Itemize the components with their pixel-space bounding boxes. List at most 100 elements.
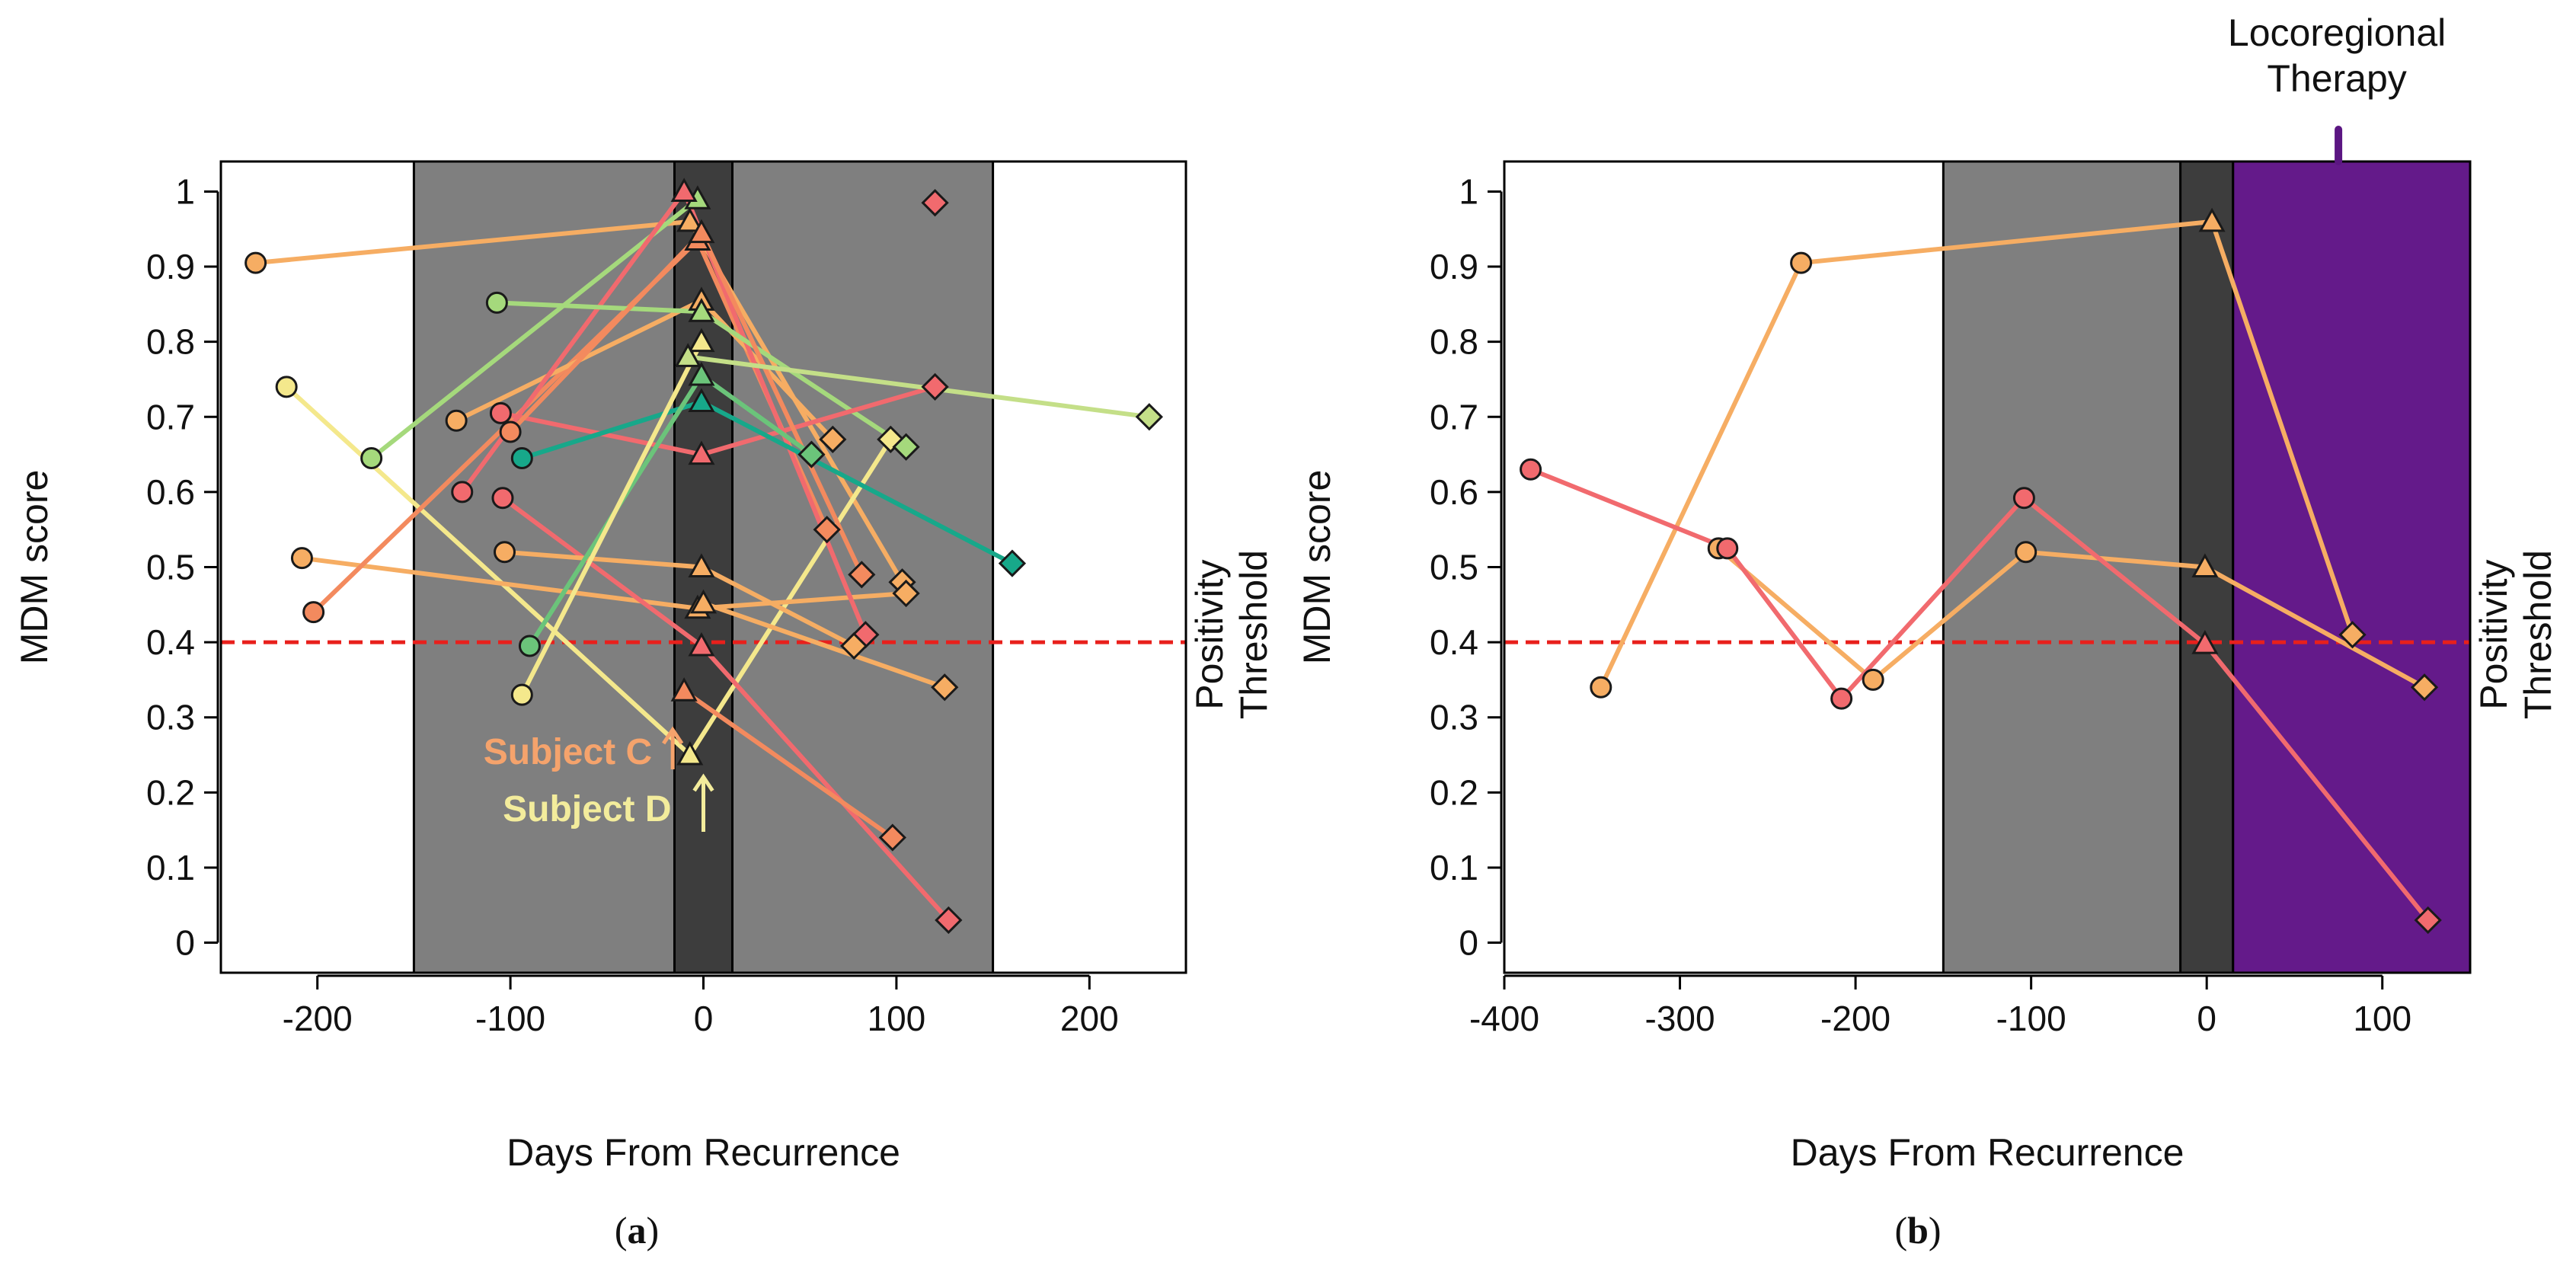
data-point-17-0 bbox=[670, 677, 698, 702]
panel-a: 0 0.1 0.2 0.3 0.4 0.5 0.6 0.7 0.8 0.9 1 -200 -100 0 10… bbox=[13, 160, 1275, 1252]
data-point-0-0 bbox=[1590, 676, 1612, 699]
y-tick-label-3: 0.3 bbox=[1430, 698, 1478, 737]
data-point-1-1 bbox=[1862, 668, 1884, 691]
data-point-4-0 bbox=[360, 447, 383, 470]
x-tick-label-2: 0 bbox=[694, 999, 714, 1038]
y-tick-label-9: 0.9 bbox=[146, 247, 195, 286]
data-point-12-2 bbox=[998, 549, 1027, 577]
data-point-2-1 bbox=[1716, 537, 1739, 560]
x-tick-label-4: 200 bbox=[1060, 999, 1119, 1038]
data-point-2-4 bbox=[2191, 629, 2219, 654]
data-point-0-3 bbox=[2338, 621, 2367, 649]
threshold-side-label: Positivity Threshold bbox=[2472, 550, 2559, 719]
data-point-10-2 bbox=[840, 631, 868, 660]
subject-arrow-head-1 bbox=[692, 773, 714, 792]
data-point-9-1 bbox=[688, 631, 715, 657]
y-tick-label-1: 0.1 bbox=[146, 848, 195, 887]
x-tick-label-2: -200 bbox=[1820, 999, 1890, 1038]
y-tick-label-7: 0.7 bbox=[146, 397, 195, 436]
y-tick-label-10: 1 bbox=[1459, 171, 1478, 211]
data-point-9-2 bbox=[935, 906, 963, 935]
data-point-7-0 bbox=[485, 291, 508, 314]
x-tick-label-4: 0 bbox=[2197, 999, 2216, 1038]
data-point-5-0 bbox=[445, 409, 468, 432]
series-line-15 bbox=[687, 354, 1150, 420]
y-tick-label-0: 0 bbox=[1459, 923, 1478, 963]
data-point-2-2 bbox=[892, 579, 920, 608]
y-axis-title: MDM score bbox=[13, 470, 56, 665]
data-point-10-1 bbox=[688, 553, 715, 577]
panel-caption: (a) bbox=[615, 1209, 659, 1252]
data-point-3-2 bbox=[813, 516, 841, 544]
series-line-18 bbox=[702, 600, 946, 690]
x-tick-label-0: -200 bbox=[283, 999, 353, 1038]
subject-arrow-head-0 bbox=[662, 726, 684, 745]
panel-caption: (b) bbox=[1894, 1209, 1941, 1252]
threshold-label-line-0: Positivity bbox=[1188, 559, 1231, 709]
data-point-8-1 bbox=[688, 440, 715, 465]
data-point-2-2 bbox=[1830, 687, 1853, 710]
series-line-4 bbox=[369, 197, 699, 460]
data-point-2-0 bbox=[290, 547, 313, 570]
data-point-13-1 bbox=[688, 361, 715, 386]
y-tick-label-1: 0.1 bbox=[1430, 848, 1478, 887]
data-point-9-0 bbox=[491, 487, 514, 510]
panel-caption-letter: a bbox=[628, 1209, 647, 1252]
data-point-1-0 bbox=[275, 376, 298, 398]
data-point-0-0 bbox=[244, 251, 267, 274]
series-line-14 bbox=[519, 340, 704, 696]
data-point-2-0 bbox=[1520, 458, 1542, 481]
data-point-1-2 bbox=[2015, 541, 2037, 564]
y-tick-label-4: 0.4 bbox=[146, 622, 195, 662]
data-point-15-1 bbox=[1135, 403, 1163, 431]
data-point-15-0 bbox=[674, 343, 702, 367]
data-point-18-0 bbox=[689, 589, 718, 614]
x-axis-title: Days From Recurrence bbox=[507, 1131, 900, 1174]
data-point-13-2 bbox=[797, 440, 826, 468]
y-tick-label-8: 0.8 bbox=[146, 322, 195, 362]
panel-b: 0 0.1 0.2 0.3 0.4 0.5 0.6 0.7 0.8 0.9 1 -400 -300 -20… bbox=[1296, 11, 2559, 1252]
data-point-13-0 bbox=[518, 635, 541, 657]
data-point-0-1 bbox=[1790, 251, 1813, 274]
therapy-label-line-1: Therapy bbox=[2267, 57, 2406, 100]
data-point-7-1 bbox=[688, 298, 715, 322]
data-point-11-1 bbox=[688, 219, 715, 244]
data-point-0-1 bbox=[676, 207, 704, 232]
subject-label-1: Subject D bbox=[503, 789, 671, 830]
y-tick-label-0: 0 bbox=[175, 923, 195, 963]
data-point-1-3 bbox=[2191, 553, 2219, 577]
data-point-5-2 bbox=[819, 425, 847, 453]
plot-frame bbox=[1503, 160, 2472, 974]
data-point-12-0 bbox=[510, 447, 533, 470]
y-tick-label-3: 0.3 bbox=[146, 698, 195, 737]
y-tick-label-5: 0.5 bbox=[146, 548, 195, 587]
data-point-2-3 bbox=[2012, 487, 2035, 510]
data-point-0-2 bbox=[2198, 207, 2226, 232]
threshold-label-line-1: Threshold bbox=[2517, 550, 2559, 719]
series-line-2 bbox=[1529, 467, 2431, 922]
y-tick-label-4: 0.4 bbox=[1430, 622, 1478, 662]
x-tick-label-5: 100 bbox=[2353, 999, 2411, 1038]
data-point-17-1 bbox=[878, 823, 906, 852]
data-point-2-5 bbox=[2414, 906, 2442, 935]
data-point-11-0 bbox=[499, 420, 522, 443]
y-tick-label-7: 0.7 bbox=[1430, 397, 1478, 436]
data-point-14-0 bbox=[510, 683, 533, 706]
x-tick-label-0: -400 bbox=[1469, 999, 1539, 1038]
data-point-16-0 bbox=[921, 189, 949, 217]
x-tick-label-1: -100 bbox=[475, 999, 545, 1038]
data-point-12-1 bbox=[688, 388, 715, 413]
x-tick-label-1: -300 bbox=[1645, 999, 1715, 1038]
x-tick-label-3: 100 bbox=[868, 999, 926, 1038]
subject-label-0: Subject C bbox=[484, 732, 652, 772]
x-axis-title: Days From Recurrence bbox=[1791, 1131, 2184, 1174]
data-point-10-0 bbox=[493, 541, 516, 564]
data-point-6-1 bbox=[670, 177, 698, 202]
series-line-17 bbox=[682, 689, 894, 839]
y-tick-label-6: 0.6 bbox=[1430, 472, 1478, 512]
y-axis-title: MDM score bbox=[1296, 470, 1338, 665]
y-tick-label-5: 0.5 bbox=[1430, 548, 1478, 587]
y-tick-label-9: 0.9 bbox=[1430, 247, 1478, 286]
panel-caption-letter: b bbox=[1907, 1209, 1929, 1252]
shaded-region-2 bbox=[2232, 160, 2472, 974]
